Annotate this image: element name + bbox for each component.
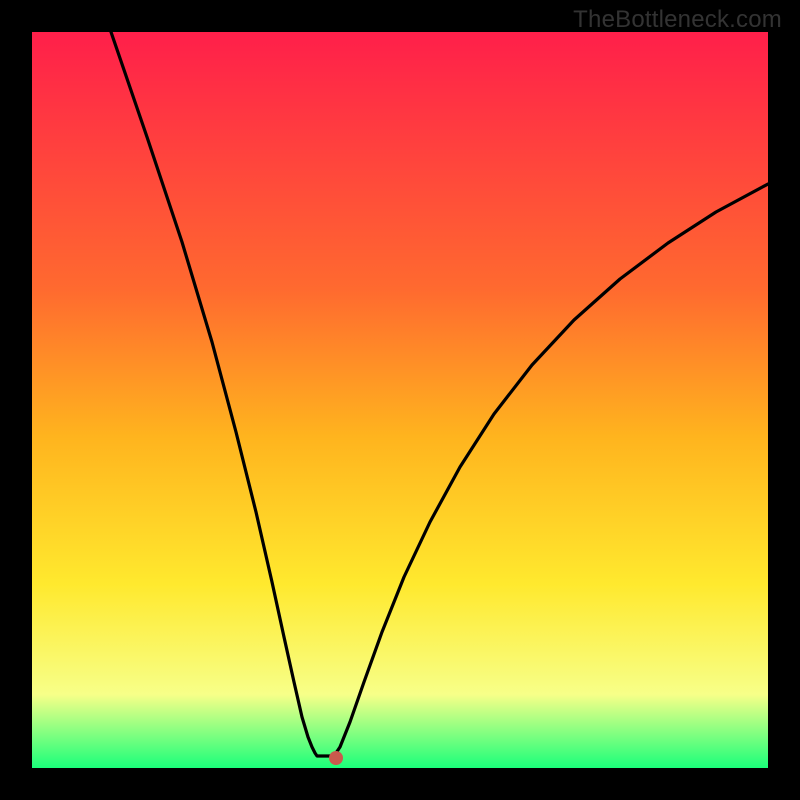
bottleneck-curve bbox=[111, 32, 768, 756]
optimum-marker bbox=[329, 751, 343, 765]
watermark-text: TheBottleneck.com bbox=[573, 6, 782, 34]
chart-frame: TheBottleneck.com bbox=[0, 0, 800, 800]
curve-svg bbox=[32, 32, 768, 768]
plot-area bbox=[32, 32, 768, 768]
